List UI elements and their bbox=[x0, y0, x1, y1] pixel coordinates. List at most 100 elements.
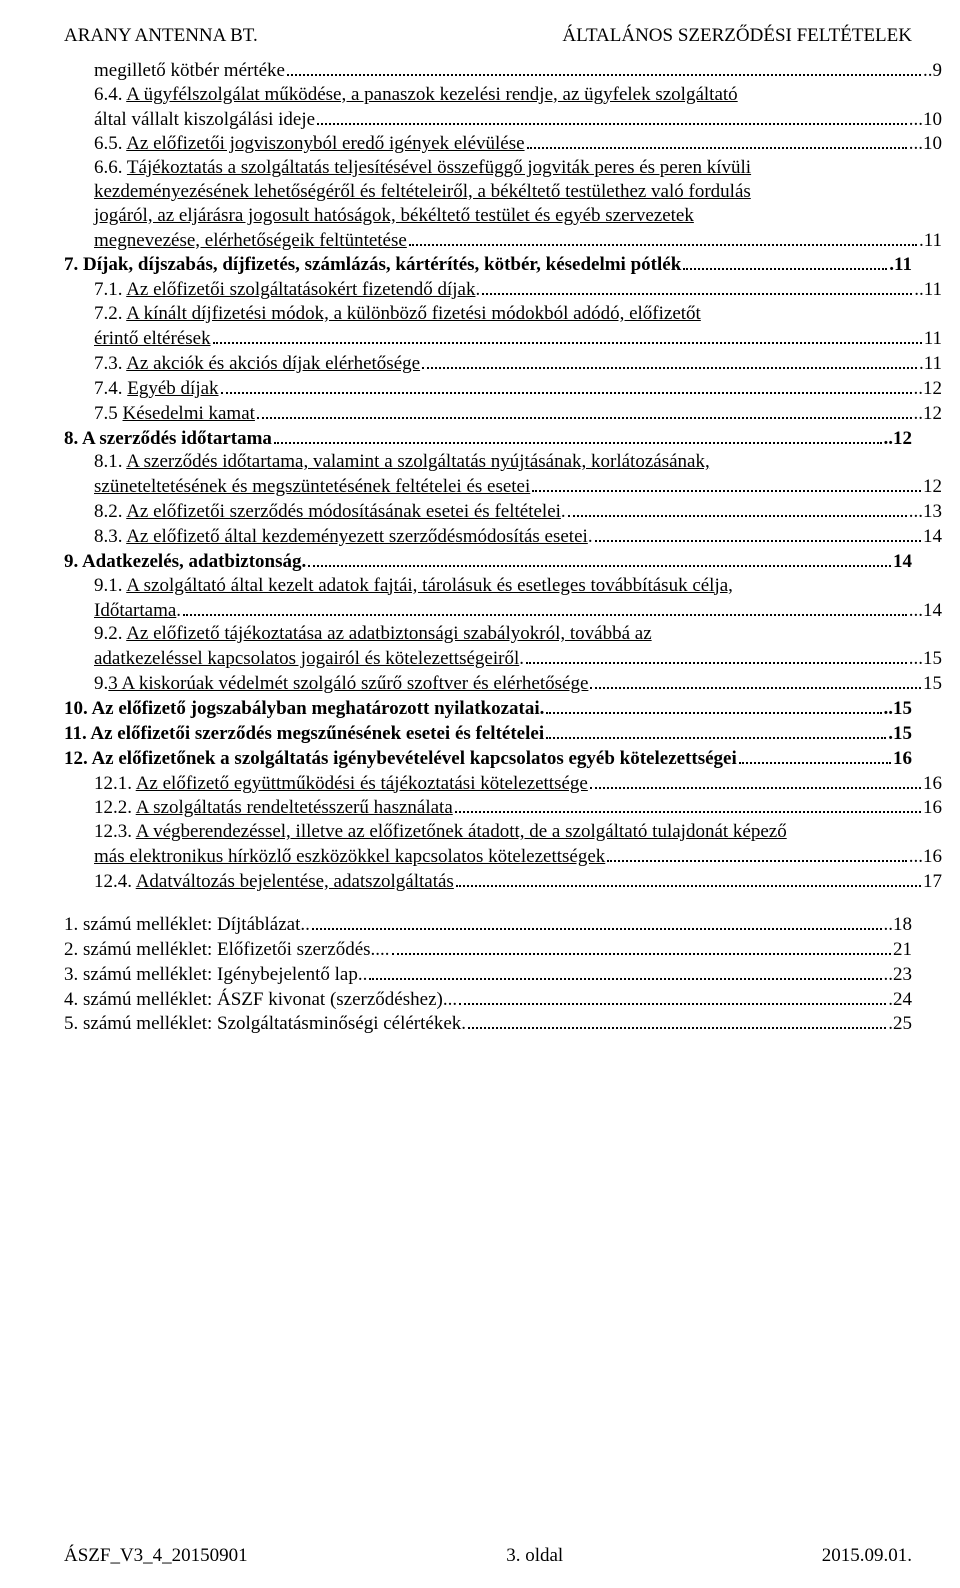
toc-link[interactable]: érintő eltérések bbox=[94, 327, 211, 351]
toc-link[interactable]: jogáról, az eljárásra jogosult hatóságok… bbox=[94, 204, 912, 228]
toc-link[interactable]: kezdeményezésének lehetőségéről és felté… bbox=[94, 180, 912, 204]
toc-page: .11 bbox=[889, 253, 912, 277]
toc-entry: 7.3. Az akciók és akciós díjak elérhetős… bbox=[64, 351, 942, 376]
toc-link[interactable]: A szolgáltatás rendeltetésszerű használa… bbox=[136, 797, 453, 818]
leader-dots bbox=[456, 869, 921, 887]
leader-dots bbox=[568, 499, 907, 517]
page-header: ARANY ANTENNA BT. ÁLTALÁNOS SZERZŐDÉSI F… bbox=[64, 24, 912, 48]
toc-number: 7.5 bbox=[94, 403, 123, 424]
toc-entry: 7.5 Késedelmi kamat ..12 bbox=[64, 401, 942, 426]
toc-link[interactable]: Tájékoztatás a szolgáltatás teljesítésév… bbox=[127, 157, 751, 178]
toc-number: 9. bbox=[94, 673, 108, 694]
leader-dots bbox=[317, 106, 907, 124]
toc-entry: 9.1. A szolgáltató által kezelt adatok f… bbox=[64, 574, 912, 598]
toc-entry: 6.4. A ügyfélszolgálat működése, a panas… bbox=[64, 83, 912, 107]
toc-link[interactable]: Az akciók és akciós díjak elérhetősége bbox=[126, 353, 420, 374]
leader-dots bbox=[546, 696, 881, 714]
toc-number: 6.6. bbox=[94, 157, 127, 178]
toc-link[interactable]: Az előfizető együttműködési és tájékozta… bbox=[136, 773, 588, 794]
toc-container: megillető kötbér mértéke ..9 6.4. A ügyf… bbox=[64, 58, 912, 1036]
leader-dots bbox=[369, 962, 881, 980]
toc-entry: 12.2. A szolgáltatás rendeltetésszerű ha… bbox=[64, 795, 942, 820]
leader-dots bbox=[590, 770, 921, 788]
toc-link[interactable]: Adatváltozás bejelentése, adatszolgáltat… bbox=[136, 871, 454, 892]
toc-text: 1. számú melléklet: Díjtáblázat bbox=[64, 914, 300, 935]
leader-dots bbox=[468, 1011, 886, 1029]
toc-page: .15 bbox=[888, 722, 912, 746]
footer-left: ÁSZF_V3_4_20150901 bbox=[64, 1544, 248, 1568]
toc-number: 6.5. bbox=[94, 133, 126, 154]
toc-page: ..18 bbox=[884, 913, 913, 937]
toc-page: ...16 bbox=[909, 845, 942, 869]
toc-entry-cont: megnevezése, elérhetőségeik feltüntetése… bbox=[64, 227, 942, 252]
toc-number: 9.1. bbox=[94, 575, 126, 596]
toc-page: .11 bbox=[919, 229, 942, 253]
toc-entry: 3. számú melléklet: Igénybejelentő lap..… bbox=[64, 962, 912, 987]
toc-link[interactable]: Az előfizetői jogviszonyból eredő igénye… bbox=[126, 133, 524, 154]
toc-post: . bbox=[176, 600, 181, 621]
leader-dots bbox=[392, 937, 891, 955]
toc-post: .. bbox=[300, 914, 310, 935]
toc-page: .25 bbox=[888, 1012, 912, 1036]
toc-link[interactable]: megnevezése, elérhetőségeik feltüntetése bbox=[94, 229, 407, 253]
leader-dots bbox=[683, 252, 887, 270]
toc-entry-cont: adatkezeléssel kapcsolatos jogairól és k… bbox=[64, 646, 942, 671]
toc-number: 8.1. bbox=[94, 451, 126, 472]
leader-dots bbox=[287, 58, 921, 76]
toc-post: . bbox=[302, 551, 307, 572]
toc-link[interactable]: A szolgáltató által kezelt adatok fajtái… bbox=[126, 575, 733, 596]
toc-link[interactable]: Késedelmi kamat bbox=[123, 403, 255, 424]
toc-entry-cont: Időtartama. ...14 bbox=[64, 597, 942, 622]
toc-post: ... bbox=[443, 989, 457, 1010]
toc-page: ...10 bbox=[909, 132, 942, 156]
toc-text: 11. Az előfizetői szerződés megszűnéséne… bbox=[64, 722, 544, 746]
toc-post: . bbox=[475, 279, 480, 300]
toc-page: 16 bbox=[893, 747, 912, 771]
toc-entry: 12. Az előfizetőnek a szolgáltatás igény… bbox=[64, 746, 912, 771]
toc-link[interactable]: Egyéb díjak bbox=[127, 378, 218, 399]
toc-link[interactable]: 3 A kiskorúak védelmét szolgáló szűrő sz… bbox=[108, 673, 588, 694]
toc-number: 12.1. bbox=[94, 773, 136, 794]
leader-dots bbox=[213, 326, 922, 344]
toc-entry: 10. Az előfizető jogszabályban meghatáro… bbox=[64, 696, 912, 721]
toc-post: . bbox=[461, 1013, 466, 1034]
toc-entry-cont: szüneteltetésének és megszüntetésének fe… bbox=[64, 474, 942, 499]
toc-link[interactable]: Az előfizetői szolgáltatásokért fizetend… bbox=[126, 279, 475, 300]
toc-page: .24 bbox=[888, 988, 912, 1012]
toc-link[interactable]: A végberendezéssel, illetve az előfizető… bbox=[136, 821, 787, 842]
toc-entry: 8. A szerződés időtartama ..12 bbox=[64, 425, 912, 450]
footer-right: 2015.09.01. bbox=[822, 1544, 912, 1568]
toc-page: ...15 bbox=[909, 647, 942, 671]
toc-link[interactable]: Az előfizetői szerződés módosításának es… bbox=[126, 501, 561, 522]
toc-link[interactable]: adatkezeléssel kapcsolatos jogairól és k… bbox=[94, 648, 519, 669]
page-footer: ÁSZF_V3_4_20150901 3. oldal 2015.09.01. bbox=[64, 1544, 912, 1568]
toc-link[interactable]: más elektronikus hírközlő eszközökkel ka… bbox=[94, 845, 605, 869]
toc-link[interactable]: A kínált díjfizetési módok, a különböző … bbox=[126, 303, 701, 324]
toc-number: 8.2. bbox=[94, 501, 126, 522]
blank-line bbox=[64, 894, 912, 912]
toc-link[interactable]: Időtartama bbox=[94, 600, 176, 621]
toc-number: 12.4. bbox=[94, 871, 136, 892]
leader-dots bbox=[526, 646, 907, 664]
toc-link[interactable]: A szerződés időtartama, valamint a szolg… bbox=[126, 451, 710, 472]
toc-entry: 8.3. Az előfizető által kezdeményezett s… bbox=[64, 524, 942, 549]
toc-link[interactable]: szüneteltetésének és megszüntetésének fe… bbox=[94, 475, 530, 499]
header-right: ÁLTALÁNOS SZERZŐDÉSI FELTÉTELEK bbox=[562, 24, 912, 48]
toc-link[interactable]: Az előfizető által kezdeményezett szerző… bbox=[126, 526, 588, 547]
toc-text: 7. Díjak, díjszabás, díjfizetés, számláz… bbox=[64, 253, 681, 277]
leader-dots bbox=[455, 795, 921, 813]
toc-link[interactable]: Az előfizető tájékoztatása az adatbizton… bbox=[126, 623, 651, 644]
leader-dots bbox=[482, 277, 912, 295]
toc-entry: 7.4. Egyéb díjak ..12 bbox=[64, 376, 942, 401]
toc-text: 5. számú melléklet: Szolgáltatásminőségi… bbox=[64, 1013, 461, 1034]
toc-number: 12.2. bbox=[94, 797, 136, 818]
leader-dots bbox=[221, 376, 912, 394]
toc-entry: 4. számú melléklet: ÁSZF kivonat (szerző… bbox=[64, 986, 912, 1011]
toc-link[interactable]: A ügyfélszolgálat működése, a panaszok k… bbox=[126, 84, 737, 105]
toc-entry: 9. Adatkezelés, adatbiztonság. 14 bbox=[64, 549, 912, 574]
toc-text: 8. A szerződés időtartama bbox=[64, 427, 272, 451]
toc-page: 21 bbox=[893, 938, 912, 962]
toc-entry: 7.2. A kínált díjfizetési módok, a külön… bbox=[64, 302, 912, 326]
toc-post: . bbox=[588, 526, 593, 547]
leader-dots bbox=[739, 746, 891, 764]
